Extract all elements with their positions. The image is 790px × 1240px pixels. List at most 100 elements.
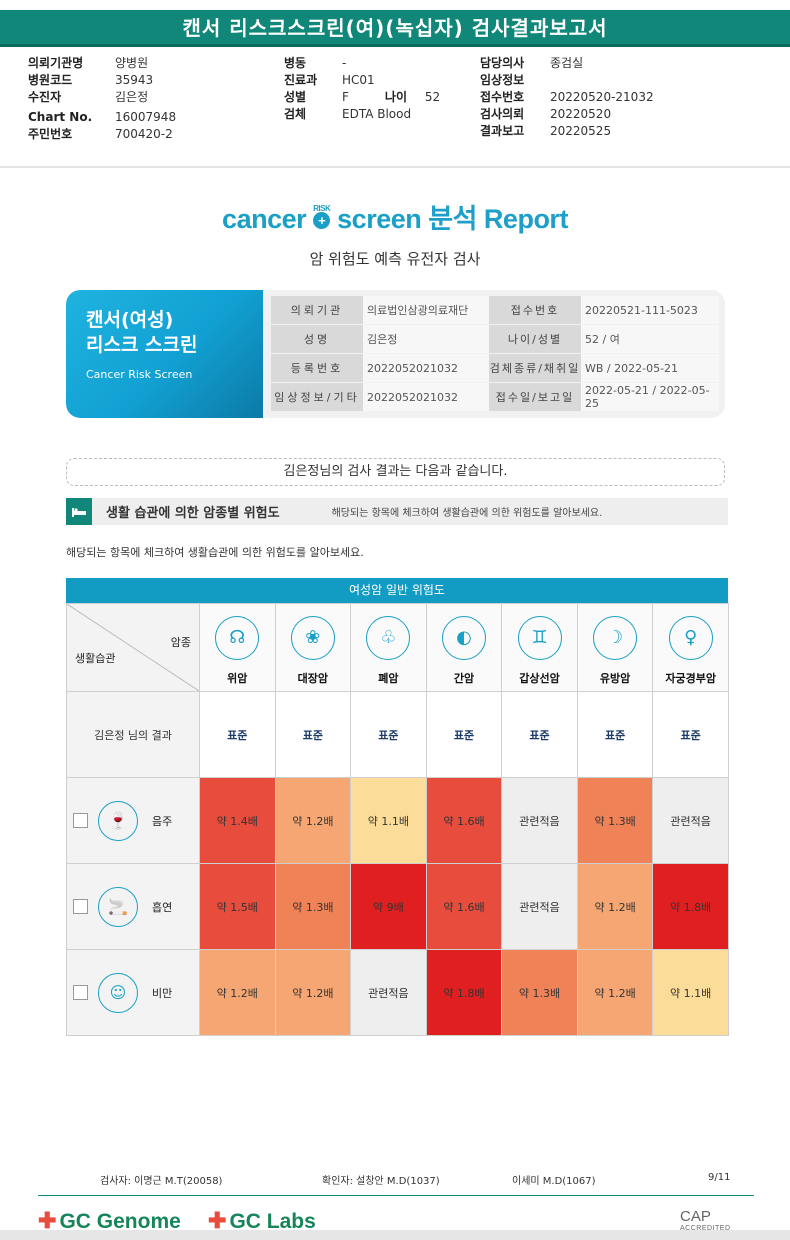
- header-value: 16007948: [115, 109, 177, 124]
- result-value: 표준: [652, 691, 729, 778]
- section-note: 해당되는 항목에 체크하여 생활습관에 의한 위험도를 알아보세요.: [331, 508, 603, 519]
- card-banner: 캔서(여성) 리스크 스크린 Cancer Risk Screen: [66, 290, 263, 418]
- header-label: 진료과: [284, 73, 318, 87]
- habit-row: 🍷 음주 약 1.4배 약 1.2배 약 1.1배 약 1.6배 관련적음 약 1.3배 관련적…: [66, 777, 729, 864]
- habit-row: ☺ 비만 약 1.2배 약 1.2배 관련적음 약 1.8배 약 1.3배 약 1.2배 약 1…: [66, 949, 729, 1036]
- risk-cell: 약 1.6배: [425, 863, 503, 950]
- result-value: 표준: [501, 691, 578, 778]
- card-value: WB / 2022-05-21: [581, 354, 719, 382]
- logo-word-screen: screen: [337, 204, 422, 234]
- header-label: 결과보고: [480, 124, 525, 138]
- header-row: 임상정보: [480, 71, 654, 88]
- card-value: 20220521-111-5023: [581, 296, 719, 324]
- cancer-name: 위암: [227, 671, 248, 685]
- risk-cell: 약 9배: [350, 863, 427, 950]
- header-label: 병원코드: [28, 73, 73, 87]
- habit-cell: 🚬 흡연: [66, 863, 200, 950]
- gc-plus-icon: ✚: [208, 1208, 227, 1233]
- header-label: 접수번호: [480, 90, 525, 104]
- habit-row: 🚬 흡연 약 1.5배 약 1.3배 약 9배 약 1.6배 관련적음 약 1.2배 약 1.8…: [66, 863, 729, 950]
- header-row: 성별 F 나이 52: [284, 88, 440, 105]
- risk-cell: 약 1.8배: [425, 949, 503, 1036]
- cap-accredited-logo: CAP ACCREDITED: [680, 1208, 731, 1232]
- wine-bottle-icon: 🍷: [98, 800, 138, 841]
- risk-cell: 약 1.1배: [652, 949, 729, 1036]
- gc-labs-text: GC Labs: [229, 1210, 316, 1233]
- card-value: 2022052021032: [363, 383, 489, 411]
- card-row: 성명 김은정 나이/성별 52 / 여: [271, 325, 719, 353]
- organ-icon: ♧: [366, 615, 411, 660]
- cancer-header-6: ♀ 자궁경부암: [652, 603, 729, 692]
- habit-checkbox[interactable]: [73, 813, 88, 828]
- header-value: 20220525: [550, 123, 612, 138]
- header-row: Chart No. 16007948: [28, 108, 176, 125]
- header-divider: [0, 166, 790, 168]
- cancer-header-5: ☽ 유방암: [576, 603, 654, 692]
- header-value: 20220520-21032: [550, 89, 654, 104]
- cancer-name: 갑상선암: [519, 671, 560, 685]
- header-value: 양병원: [115, 56, 149, 70]
- organ-icon: ♀: [668, 615, 713, 660]
- card-row: 임상정보/기타 2022052021032 접수일/보고일 2022-05-21 / …: [271, 383, 719, 411]
- card-title-1: 캔서(여성): [86, 309, 174, 331]
- habit-checkbox[interactable]: [73, 899, 88, 914]
- bottom-band: [0, 1230, 790, 1240]
- card-label: 검체종류/채취일: [489, 354, 581, 382]
- organ-icon: ☽: [593, 615, 638, 660]
- header-column-3: 담당의사 종검실 임상정보 접수번호 20220520-21032 검사의뢰 2022052…: [480, 54, 654, 139]
- card-label: 의뢰기관: [271, 296, 363, 324]
- header-column-2: 병동 - 진료과 HC01 성별 F 나이 52 검체 EDTA Blood: [284, 54, 440, 122]
- card-info-table: 의뢰기관 의료법인삼광의료재단 접수번호 20220521-111-5023 성명 김은정…: [271, 296, 719, 412]
- gc-plus-icon: ✚: [38, 1208, 57, 1233]
- logo-report-label: 분석 Report: [428, 204, 568, 234]
- header-label: 주민번호: [28, 127, 73, 141]
- cancer-name: 자궁경부암: [665, 671, 716, 685]
- header-label: 담당의사: [480, 56, 525, 70]
- header-row: 검사의뢰 20220520: [480, 105, 654, 122]
- result-value: 표준: [350, 691, 427, 778]
- habit-checkbox[interactable]: [73, 985, 88, 1000]
- body-icon: ☺: [98, 972, 138, 1013]
- header-value: 20220520: [550, 106, 612, 121]
- cancer-header-4: ♊ 갑상선암: [501, 603, 578, 692]
- tester-label: 검사자: 이명근 M.T(20058): [100, 1176, 223, 1187]
- gc-labs-logo: ✚ GC Labs: [208, 1208, 316, 1234]
- brand-subtitle: 암 위험도 예측 유전자 검사: [309, 250, 481, 268]
- gc-genome-logo: ✚ GC Genome: [38, 1208, 181, 1234]
- header-row: 주민번호 700420-2: [28, 125, 176, 142]
- page-number: 9/11: [708, 1172, 731, 1183]
- header-value: -: [342, 55, 347, 70]
- risk-cell: 약 1.8배: [652, 863, 729, 950]
- result-value: 표준: [274, 691, 352, 778]
- corner-label-cancer: 암종: [170, 636, 191, 649]
- habit-cell: ☺ 비만: [66, 949, 200, 1036]
- cancer-name: 대장암: [297, 671, 329, 685]
- cancer-name: 유방암: [599, 671, 631, 685]
- result-label: 김은정 님의 결과: [66, 691, 200, 778]
- cap-sub: ACCREDITED: [680, 1225, 731, 1232]
- logo-risk-label: RISK: [313, 204, 331, 213]
- grid-heading: 여성암 일반 위험도: [66, 578, 728, 603]
- logo-plus-glyph: +: [318, 213, 326, 228]
- card-value: 52 / 여: [581, 325, 719, 353]
- header-label: 검체: [284, 107, 307, 121]
- header-value: 52: [424, 89, 441, 104]
- risk-cell: 약 1.1배: [350, 777, 427, 864]
- risk-cell: 관련적음: [652, 777, 729, 864]
- risk-cell: 약 1.2배: [199, 949, 276, 1036]
- confirmer-label: 확인자: 설창안 M.D(1037): [322, 1176, 440, 1187]
- header-row: 접수번호 20220520-21032: [480, 88, 654, 105]
- card-row: 의뢰기관 의료법인삼광의료재단 접수번호 20220521-111-5023: [271, 296, 719, 324]
- cancer-screen-logo: cancer + RISK screen 분석 Report: [0, 197, 790, 236]
- corner-label-habit: 생활습관: [75, 652, 116, 665]
- result-value: 표준: [199, 691, 276, 778]
- card-value: 김은정: [363, 325, 489, 353]
- header-value: F: [342, 89, 349, 104]
- logo-word-cancer: cancer: [222, 204, 307, 234]
- card-label: 접수일/보고일: [489, 383, 581, 411]
- risk-cell: 약 1.3배: [576, 777, 654, 864]
- header-value: EDTA Blood: [342, 106, 412, 121]
- cancer-header-2: ♧ 폐암: [350, 603, 427, 692]
